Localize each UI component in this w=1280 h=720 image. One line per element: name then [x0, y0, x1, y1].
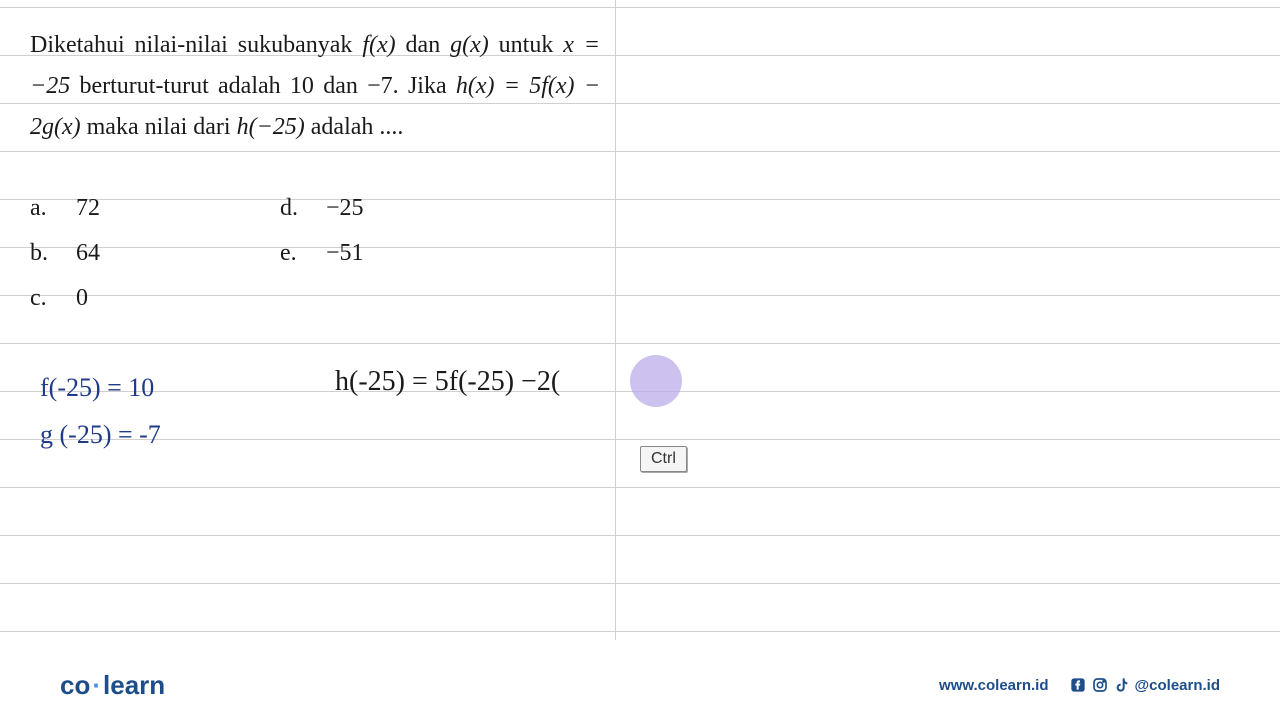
facebook-icon[interactable] [1069, 676, 1087, 694]
question-part: dan [396, 32, 450, 58]
logo-co: co [60, 670, 90, 700]
option-label-d: d. [280, 195, 320, 222]
option-value-a: 72 [76, 195, 100, 221]
margin-line [615, 0, 616, 640]
question-part: maka nilai dari [81, 114, 237, 140]
option-value-c: 0 [76, 285, 88, 311]
social-handle[interactable]: @colearn.id [1135, 677, 1220, 694]
footer-url[interactable]: www.colearn.id [939, 677, 1048, 694]
option-d[interactable]: d. −25 [280, 195, 364, 222]
option-value-b: 64 [76, 240, 100, 266]
option-row-2: b. 64 e. −51 [30, 240, 364, 267]
option-c[interactable]: c. 0 [30, 285, 280, 312]
math-h25: h(−25) [237, 114, 305, 140]
math-gx: g(x) [450, 32, 489, 58]
social-icons: @colearn.id [1069, 676, 1220, 694]
footer: co·learn www.colearn.id @colearn.id [0, 650, 1280, 720]
handwritten-given-values: f(-25) = 10 g (-25) = -7 [40, 365, 161, 459]
cursor-highlight-icon [630, 355, 682, 407]
answer-options: a. 72 d. −25 b. 64 e. −51 c. 0 [30, 195, 364, 330]
option-label-b: b. [30, 240, 70, 267]
ctrl-key-indicator: Ctrl [640, 446, 687, 472]
instagram-icon[interactable] [1091, 676, 1109, 694]
handwritten-solution: h(-25) = 5f(-25) −2( [335, 360, 560, 405]
question-text: Diketahui nilai-nilai sukubanyak f(x) da… [30, 25, 600, 147]
logo-dot-icon: · [92, 670, 101, 700]
math-fx: f(x) [362, 32, 395, 58]
option-row-1: a. 72 d. −25 [30, 195, 364, 222]
option-b[interactable]: b. 64 [30, 240, 280, 267]
option-label-e: e. [280, 240, 320, 267]
ctrl-key-label: Ctrl [651, 450, 676, 467]
question-part: adalah .... [311, 114, 404, 140]
option-value-e: −51 [326, 240, 364, 266]
handwritten-g-equation: g (-25) = -7 [40, 412, 161, 459]
tiktok-icon[interactable] [1113, 676, 1131, 694]
handwritten-f-equation: f(-25) = 10 [40, 365, 161, 412]
footer-right: www.colearn.id @colearn.id [939, 676, 1220, 694]
logo-learn: learn [103, 670, 165, 700]
handwritten-h-equation: h(-25) = 5f(-25) −2( [335, 360, 560, 405]
option-value-d: −25 [326, 195, 364, 221]
question-part: Diketahui nilai-nilai sukubanyak [30, 32, 362, 58]
option-label-a: a. [30, 195, 70, 222]
option-e[interactable]: e. −51 [280, 240, 364, 267]
option-row-3: c. 0 [30, 285, 364, 312]
option-a[interactable]: a. 72 [30, 195, 280, 222]
option-label-c: c. [30, 285, 70, 312]
question-part: Jika [408, 73, 456, 99]
question-part: berturut-turut adalah 10 dan −7. [70, 73, 398, 99]
question-part: untuk [499, 32, 564, 58]
brand-logo: co·learn [60, 670, 165, 701]
